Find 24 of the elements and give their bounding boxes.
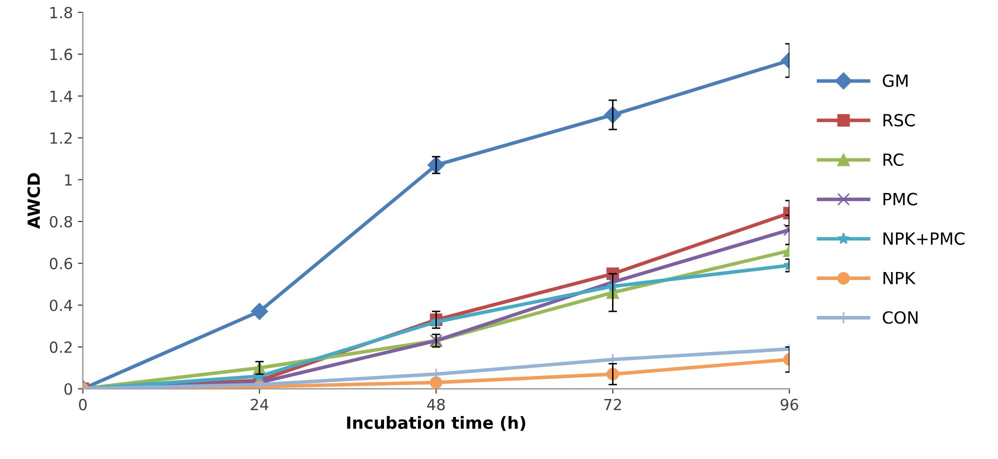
legend-label: CON bbox=[882, 311, 918, 324]
x-tick-label: 48 bbox=[427, 398, 445, 410]
x-axis-title: Incubation time (h) bbox=[347, 416, 526, 431]
y-axis-title: AWCD bbox=[27, 173, 40, 229]
legend-label: RC bbox=[884, 153, 904, 166]
x-tick-label: 96 bbox=[780, 398, 798, 410]
legend-label: RSC bbox=[884, 114, 915, 126]
x-tick-label: 0 bbox=[78, 398, 87, 410]
y-tick-label: 1.8 bbox=[50, 6, 72, 18]
y-tick-label: 0.2 bbox=[50, 341, 72, 353]
x-tick-label: 24 bbox=[250, 398, 268, 410]
y-tick-label: 0.4 bbox=[50, 300, 72, 312]
y-tick-label: 1.4 bbox=[50, 90, 72, 102]
y-tick-label: 1.2 bbox=[50, 132, 72, 144]
legend-label: NPK bbox=[884, 272, 916, 284]
legend-label: GM bbox=[882, 74, 908, 88]
legend-label: NPK+PMC bbox=[884, 232, 964, 245]
y-tick-label: 1.6 bbox=[50, 48, 72, 60]
y-tick-label: 0 bbox=[64, 383, 72, 395]
x-tick-label: 72 bbox=[604, 398, 621, 410]
y-tick-label: 0.8 bbox=[50, 216, 72, 228]
y-tick-label: 0.6 bbox=[50, 258, 72, 270]
legend-label: PMC bbox=[884, 192, 918, 206]
y-tick-label: 1 bbox=[65, 174, 72, 186]
